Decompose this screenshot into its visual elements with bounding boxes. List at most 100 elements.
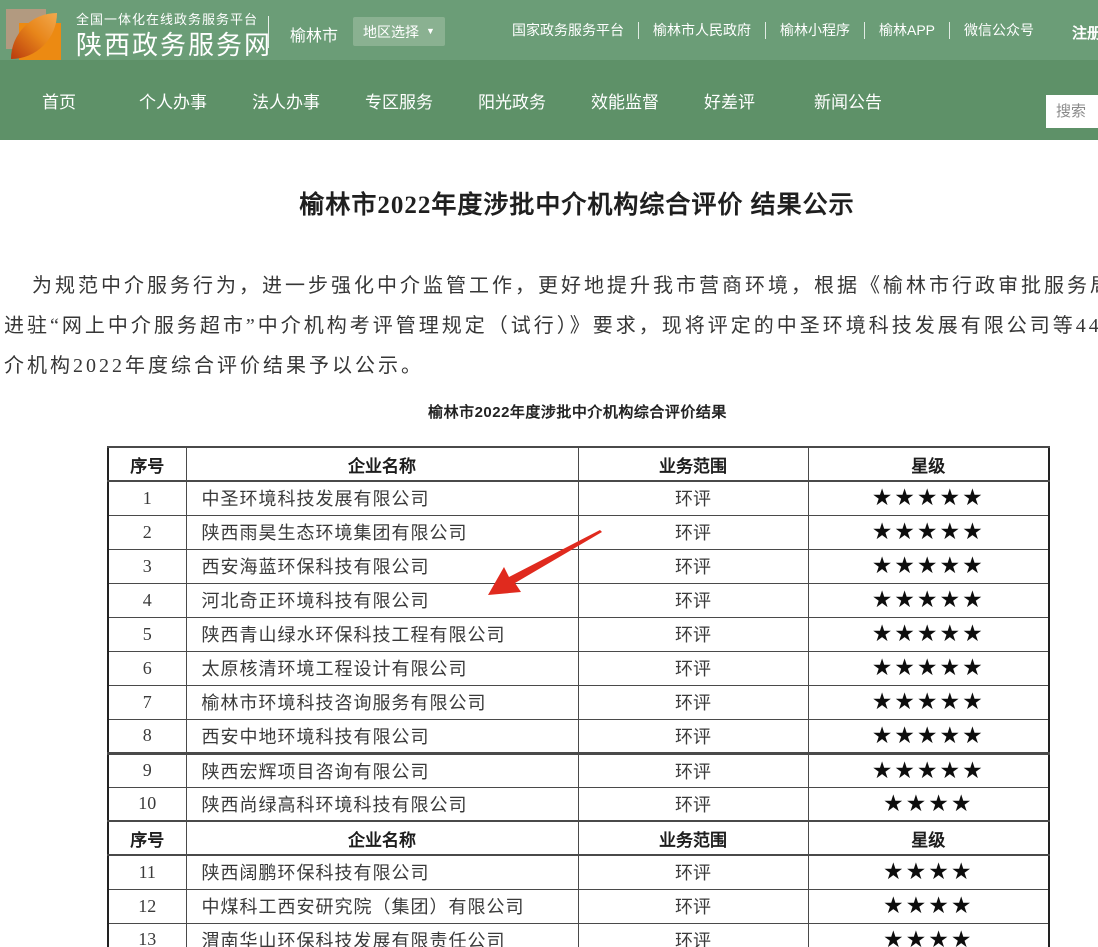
cell-name: 太原核清环境工程设计有限公司 [185,650,579,686]
cell-name: 渭南华山环保科技发展有限责任公司 [185,922,579,947]
cell-name: 陕西青山绿水环保科技工程有限公司 [185,616,579,652]
cell-no: 8 [107,718,187,755]
link-separator [863,21,865,39]
nav-items: 首页 个人办事 法人办事 专区服务 阳光政务 效能监督 好差评 新闻公告 [42,60,882,140]
column-header: 企业名称 [185,820,579,856]
cell-no: 4 [107,582,187,618]
cell-name: 中煤科工西安研究院（集团）有限公司 [185,888,579,924]
nav-item-新闻公告[interactable]: 新闻公告 [814,92,882,112]
table-row: 11 陕西阔鹏环保科技有限公司 环评 ★★★★ [107,854,1050,890]
cell-no: 13 [107,922,187,947]
link-separator [637,21,639,39]
cell-name: 陕西阔鹏环保科技有限公司 [185,854,579,890]
table-header-row: 序号 企业名称 业务范围 星级 [107,446,1050,482]
cell-scope: 环评 [577,616,809,652]
column-header: 业务范围 [577,820,809,856]
nav-item-首页[interactable]: 首页 [42,92,76,112]
cell-name: 陕西雨昊生态环境集团有限公司 [185,514,579,550]
search-input[interactable] [1046,95,1098,128]
cell-name: 河北奇正环境科技有限公司 [185,582,579,618]
cell-scope: 环评 [577,922,809,947]
nav-item-专区服务[interactable]: 专区服务 [365,92,433,112]
cell-scope: 环评 [577,752,809,788]
column-header: 业务范围 [577,446,809,482]
column-header: 星级 [807,820,1050,856]
cell-stars: ★★★★★ [807,616,1050,652]
nav-item-个人办事[interactable]: 个人办事 [139,92,207,112]
notice-document: 榆林市2022年度涉批中介机构综合评价 结果公示 为规范中介服务行为，进一步强化… [4,140,1098,947]
cell-stars: ★★★★★ [807,548,1050,584]
platform-label: 全国一体化在线政务服务平台 [76,12,259,27]
nav-item-效能监督[interactable]: 效能监督 [591,92,659,112]
cell-stars: ★★★★ [807,922,1050,947]
cell-no: 2 [107,514,187,550]
table-row: 1 中圣环境科技发展有限公司 环评 ★★★★★ [107,480,1050,516]
header-divider [268,16,269,48]
register-link[interactable]: 注册 [1072,25,1098,42]
cell-stars: ★★★★★ [807,684,1050,720]
main-nav: 首页 个人办事 法人办事 专区服务 阳光政务 效能监督 好差评 新闻公告 [0,60,1098,140]
cell-scope: 环评 [577,786,809,822]
cell-no: 5 [107,616,187,652]
quick-link[interactable]: 微信公众号 [964,22,1034,38]
cell-scope: 环评 [577,718,809,755]
column-header: 序号 [107,820,187,856]
cell-no: 1 [107,480,187,516]
quick-link[interactable]: 榆林小程序 [779,22,850,38]
table-row: 6 太原核清环境工程设计有限公司 环评 ★★★★★ [107,650,1050,686]
region-selector-label: 地区选择 [363,23,419,40]
cell-stars: ★★★★★ [807,514,1050,550]
notice-paragraph: 为规范中介服务行为，进一步强化中介监管工作，更好地提升我市营商环境，根据《榆林市… [4,266,1098,386]
column-header: 序号 [107,446,187,482]
quick-link[interactable]: 榆林市人民政府 [652,22,751,38]
table-row: 4 河北奇正环境科技有限公司 环评 ★★★★★ [107,582,1050,618]
site-logo-icon[interactable] [6,7,64,65]
nav-item-阳光政务[interactable]: 阳光政务 [478,92,546,112]
cell-no: 10 [107,786,187,822]
quick-links: 国家政务服务平台 榆林市人民政府 榆林小程序 榆林APP 微信公众号 [498,0,1048,60]
chevron-down-icon: ▼ [426,26,435,36]
cell-no: 9 [107,752,187,788]
column-header: 星级 [807,446,1050,482]
cell-name: 中圣环境科技发展有限公司 [185,480,579,516]
quick-link[interactable]: 榆林APP [878,22,935,38]
cell-scope: 环评 [577,582,809,618]
nav-item-好差评[interactable]: 好差评 [704,92,755,112]
cell-stars: ★★★★★ [807,752,1050,788]
top-header: 全国一体化在线政务服务平台 陕西政务服务网 榆林市 地区选择 ▼ 国家政务服务平… [0,0,1098,65]
cell-stars: ★★★★★ [807,480,1050,516]
table-row: 5 陕西青山绿水环保科技工程有限公司 环评 ★★★★★ [107,616,1050,652]
link-separator [764,21,766,39]
column-header: 企业名称 [185,446,579,482]
table-row: 9 陕西宏辉项目咨询有限公司 环评 ★★★★★ [107,752,1050,788]
cell-no: 11 [107,854,187,890]
cell-scope: 环评 [577,684,809,720]
cell-scope: 环评 [577,854,809,890]
cell-scope: 环评 [577,548,809,584]
table-header-row: 序号 企业名称 业务范围 星级 [107,820,1050,856]
cell-stars: ★★★★★ [807,650,1050,686]
cell-no: 7 [107,684,187,720]
cell-stars: ★★★★★ [807,718,1050,755]
site-name: 陕西政务服务网 [76,30,273,60]
table-row: 2 陕西雨昊生态环境集团有限公司 环评 ★★★★★ [107,514,1050,550]
region-selector-button[interactable]: 地区选择 ▼ [353,17,445,46]
nav-item-法人办事[interactable]: 法人办事 [252,92,320,112]
current-city-label: 榆林市 [290,28,339,45]
cell-scope: 环评 [577,888,809,924]
cell-no: 12 [107,888,187,924]
table-row: 8 西安中地环境科技有限公司 环评 ★★★★★ [107,718,1050,755]
cell-name: 西安中地环境科技有限公司 [185,718,579,755]
cell-stars: ★★★★ [807,786,1050,822]
cell-name: 西安海蓝环保科技有限公司 [185,548,579,584]
cell-no: 6 [107,650,187,686]
cell-name: 榆林市环境科技咨询服务有限公司 [185,684,579,720]
table-caption: 榆林市2022年度涉批中介机构综合评价结果 [428,404,727,421]
cell-scope: 环评 [577,514,809,550]
cell-stars: ★★★★ [807,854,1050,890]
table-row: 10 陕西尚绿高科环境科技有限公司 环评 ★★★★ [107,786,1050,822]
quick-link[interactable]: 国家政务服务平台 [511,22,624,38]
cell-scope: 环评 [577,650,809,686]
cell-stars: ★★★★★ [807,582,1050,618]
